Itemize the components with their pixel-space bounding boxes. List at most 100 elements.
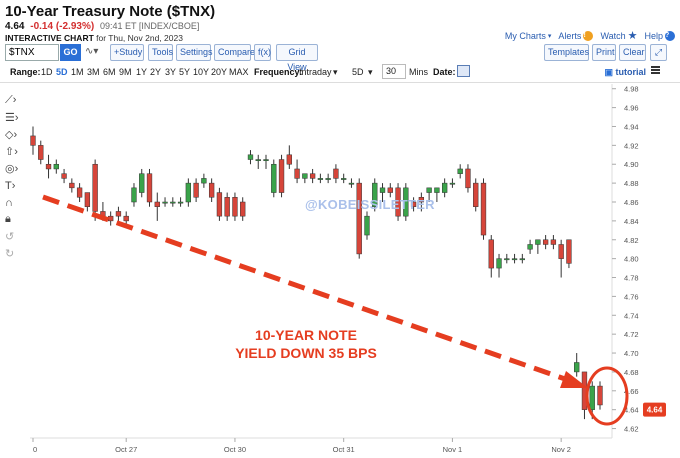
candle [348,178,355,188]
candle [364,211,370,240]
chart-header: 10-Year Treasury Note ($TNX) 4.64 -0.14 … [5,2,675,43]
candle [465,164,471,193]
clear-button[interactable]: Clear [619,44,646,61]
frequency-select[interactable]: Intraday [299,67,332,77]
help-link[interactable]: Help? [644,30,675,41]
tools-button[interactable]: Tools [148,44,173,61]
range-5y[interactable]: 5Y [179,67,191,77]
y-tick-label: 4.72 [624,330,639,339]
y-tick-label: 4.62 [624,425,639,434]
range-3m[interactable]: 3M [87,67,100,77]
templates-button[interactable]: Templates [544,44,589,61]
y-tick-label: 4.74 [624,311,639,320]
frequency-chevron-icon[interactable]: ▾ [333,67,338,77]
candle [177,197,184,207]
candle [356,178,362,259]
candle [263,154,269,169]
period-chevron-icon[interactable]: ▾ [368,67,373,77]
range-3y[interactable]: 3Y [165,67,177,77]
range-1y[interactable]: 1Y [136,67,148,77]
marker-tool-icon[interactable]: ◎› [5,163,19,175]
x-tick-label: Oct 27 [115,445,137,454]
interval-input[interactable]: 30 [382,64,406,79]
range-10y[interactable]: 10Y [193,67,210,77]
shape-tool-icon[interactable]: ◇› [5,129,18,141]
x-tick-label: Oct 31 [333,445,355,454]
tutorial-link[interactable]: ▣ tutorial [604,67,646,78]
y-tick-label: 4.98 [624,85,639,94]
candle [240,197,246,221]
lock-icon[interactable]: 🔒︎ [5,213,11,225]
candle [325,173,331,184]
candle [84,192,91,212]
range-5d[interactable]: 5D [56,67,68,77]
fx-button[interactable]: f(x) [254,44,271,61]
alerts-link[interactable]: Alerts! [558,30,594,41]
range-2y[interactable]: 2Y [150,67,162,77]
frequency-label: Frequency: [254,67,303,77]
y-tick-label: 4.88 [624,179,639,188]
range-20y[interactable]: 20Y [211,67,228,77]
settings-button[interactable]: Settings [176,44,213,61]
candle [193,178,199,202]
candle [387,183,393,198]
undo-icon[interactable]: ↺ [5,231,15,243]
menu-icon[interactable] [651,66,660,74]
range-max[interactable]: MAX [229,67,249,77]
date-label: Date: [433,67,456,77]
range-label: Range: [10,67,41,77]
alerts-label: Alerts [558,30,582,41]
magnet-icon[interactable]: ∩ [5,196,13,209]
watch-label: Watch [600,30,626,41]
candle [372,178,378,212]
y-tick-label: 4.92 [624,141,639,150]
candle [271,159,277,198]
symbol-input[interactable] [5,44,59,61]
candle [139,168,145,198]
drawing-tools: ⟋› ☰› ◇› ⇧› ◎› T› ∩ 🔒︎ ↺ ↻ [5,92,27,262]
candle [232,192,238,221]
y-tick-label: 4.94 [624,122,639,131]
chart-type-icon[interactable]: ∿▾ [85,46,99,57]
range-1d[interactable]: 1D [41,67,53,77]
redo-icon[interactable]: ↻ [5,248,15,260]
trendline-tool-icon[interactable]: ⟋› [5,94,17,106]
watermark: @KOBEISSILETTER [305,197,435,212]
candle [504,253,510,264]
my-charts-link[interactable]: My Charts ▾ [505,31,552,41]
candle [45,154,52,179]
candle [53,159,59,174]
calendar-icon[interactable] [457,65,470,77]
text-tool-icon[interactable]: T› [5,179,16,192]
candle [208,178,215,202]
last-price-badge-text: 4.64 [647,406,663,415]
range-1m[interactable]: 1M [71,67,84,77]
top-links: My Charts ▾ Alerts! Watch ★ Help? [505,29,675,42]
candle [309,168,316,184]
study-button[interactable]: +Study [110,44,144,61]
watch-link[interactable]: Watch ★ [600,29,637,42]
tutorial-icon: ▣ [604,67,613,77]
print-button[interactable]: Print [592,44,616,61]
compare-button[interactable]: Compare [214,44,255,61]
x-tick-label: Nov 1 [443,445,463,454]
toolbar: GO ∿▾ +Study Tools Settings Compare f(x)… [5,44,675,72]
y-tick-label: 4.96 [624,104,639,113]
axis-ticks: 4.98 4.96 4.94 4.92 4.90 4.88 4.86 4.84 4.82 4.80… [32,85,639,454]
expand-button[interactable]: ⤢ [650,44,667,61]
candle [418,192,425,212]
candle [597,381,603,410]
candle [574,353,580,377]
range-6m[interactable]: 6M [103,67,116,77]
grid-view-button[interactable]: Grid View [276,44,318,72]
arrow-tool-icon[interactable]: ⇧› [5,146,18,158]
range-9m[interactable]: 9M [119,67,132,77]
highlight-circle [585,366,629,426]
fib-tool-icon[interactable]: ☰› [5,112,19,124]
period-select[interactable]: 5D [352,67,364,77]
go-button[interactable]: GO [60,44,81,61]
candle [403,183,409,221]
y-tick-label: 4.82 [624,236,639,245]
candle [535,239,541,254]
